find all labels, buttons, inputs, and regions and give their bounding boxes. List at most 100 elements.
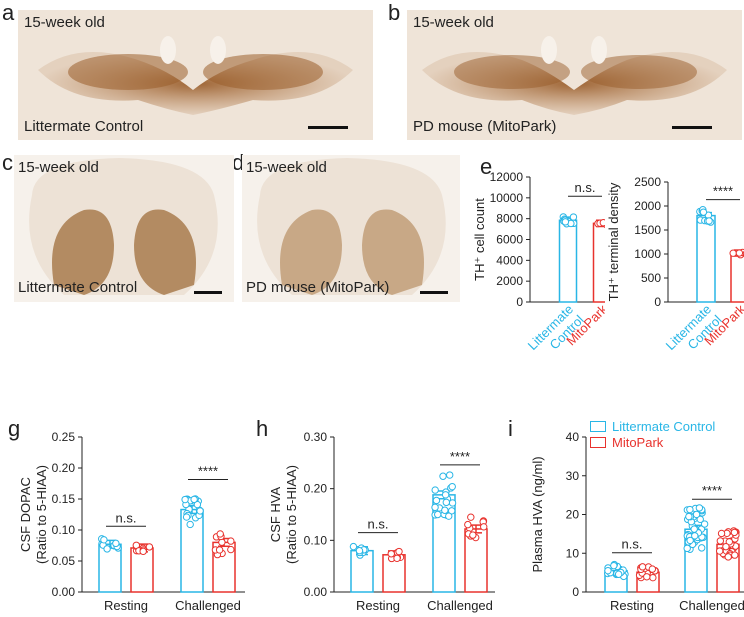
data-point bbox=[692, 510, 701, 519]
data-point bbox=[690, 525, 698, 533]
significance-label: n.s. bbox=[116, 510, 137, 525]
data-point bbox=[182, 513, 191, 521]
striatum-tissue-control bbox=[14, 155, 234, 302]
data-point bbox=[355, 547, 364, 555]
y-axis-label-2: (Ratio to 5-HIAA) bbox=[284, 465, 299, 564]
y-tick-label: 8000 bbox=[496, 212, 523, 226]
data-point bbox=[614, 570, 623, 578]
legend-swatch-control bbox=[590, 420, 606, 432]
y-tick-label: 0.10 bbox=[52, 523, 76, 537]
chart-plasma-hva: i 0 10 20 30 40 Plasma HVA (ng/ml) Resting Chall… bbox=[508, 416, 744, 613]
data-point bbox=[448, 482, 456, 491]
y-tick-label: 0.00 bbox=[52, 585, 76, 599]
data-point bbox=[604, 566, 612, 575]
y-tick-label: 0.20 bbox=[304, 482, 328, 496]
data-point bbox=[227, 545, 235, 554]
data-point bbox=[729, 249, 737, 257]
data-point bbox=[431, 503, 439, 512]
data-point bbox=[464, 520, 472, 529]
genotype-label: PD mouse (MitoPark) bbox=[413, 118, 557, 135]
legend-swatch-mitopark bbox=[590, 436, 606, 448]
genotype-label: PD mouse (MitoPark) bbox=[246, 279, 390, 296]
x-category-label: Challenged bbox=[427, 598, 493, 613]
data-point bbox=[186, 520, 194, 529]
data-point bbox=[696, 515, 704, 524]
age-label: 15-week old bbox=[246, 159, 327, 176]
y-tick-label: 0.10 bbox=[304, 533, 328, 547]
y-tick-label: 0 bbox=[516, 295, 523, 309]
micrograph-midbrain-mitopark: 15-week old PD mouse (MitoPark) bbox=[407, 10, 742, 140]
y-tick-label: 2000 bbox=[634, 199, 661, 213]
legend-item-control: Littermate Control bbox=[590, 418, 715, 434]
y-tick-label: 1500 bbox=[634, 223, 661, 237]
x-category-label: Challenged bbox=[679, 598, 744, 613]
legend-label-control: Littermate Control bbox=[612, 418, 716, 434]
scale-bar bbox=[308, 126, 348, 129]
data-point bbox=[216, 530, 224, 538]
data-point bbox=[699, 208, 708, 216]
genotype-label: Littermate Control bbox=[24, 118, 144, 135]
panel-letter-c: c bbox=[2, 150, 13, 175]
significance-label: **** bbox=[713, 184, 733, 199]
midbrain-tissue-mitopark bbox=[407, 10, 742, 140]
panel-letter-d: d bbox=[232, 150, 245, 175]
panel-letter-g: g bbox=[8, 416, 20, 441]
data-point bbox=[561, 218, 570, 226]
micrograph-striatum-mitopark: 15-week old PD mouse (MitoPark) bbox=[242, 155, 460, 302]
panel-letter-i: i bbox=[508, 416, 513, 441]
data-point bbox=[431, 486, 439, 494]
y-axis-label: Plasma HVA (ng/ml) bbox=[530, 456, 545, 572]
y-axis-label: TH⁺ terminal density bbox=[606, 182, 621, 301]
bar-mitopark bbox=[730, 252, 744, 303]
y-tick-label: 500 bbox=[641, 271, 661, 285]
y-tick-label: 0 bbox=[572, 585, 579, 599]
data-point bbox=[393, 554, 401, 562]
y-tick-label: 0.00 bbox=[304, 585, 328, 599]
legend-label-mitopark: MitoPark bbox=[612, 434, 664, 450]
data-point bbox=[349, 542, 358, 551]
data-point bbox=[731, 551, 739, 559]
y-tick-label: 2500 bbox=[634, 175, 661, 189]
data-point bbox=[599, 218, 605, 227]
data-point bbox=[686, 536, 694, 545]
y-tick-label: 0.25 bbox=[52, 430, 76, 444]
y-tick-label: 1000 bbox=[634, 247, 661, 261]
scale-bar bbox=[672, 126, 712, 129]
data-point bbox=[100, 536, 108, 544]
y-tick-label: 10000 bbox=[490, 191, 524, 205]
scale-bar bbox=[420, 291, 448, 294]
data-point bbox=[480, 523, 488, 531]
y-tick-label: 40 bbox=[566, 430, 580, 444]
y-tick-label: 0.20 bbox=[52, 461, 76, 475]
data-point bbox=[196, 507, 204, 515]
data-point bbox=[695, 504, 704, 512]
data-point bbox=[705, 217, 713, 225]
y-tick-label: 0 bbox=[654, 295, 661, 309]
bar-control bbox=[696, 214, 716, 303]
midbrain-tissue-control bbox=[18, 10, 373, 140]
micrograph-midbrain-control: 15-week old Littermate Control bbox=[18, 10, 373, 140]
significance-label: n.s. bbox=[622, 537, 643, 552]
scale-bar bbox=[194, 291, 222, 294]
age-label: 15-week old bbox=[18, 159, 99, 176]
data-point bbox=[469, 531, 477, 539]
y-tick-label: 10 bbox=[566, 546, 580, 560]
data-point bbox=[434, 510, 442, 519]
y-tick-label: 30 bbox=[566, 469, 580, 483]
data-point bbox=[103, 545, 111, 553]
genotype-label: Littermate Control bbox=[18, 279, 138, 296]
x-category-label: Resting bbox=[610, 598, 654, 613]
data-point bbox=[432, 496, 441, 505]
data-point bbox=[715, 547, 724, 555]
data-point bbox=[227, 537, 235, 545]
data-point bbox=[691, 532, 699, 540]
data-point bbox=[716, 537, 725, 545]
data-point bbox=[439, 472, 447, 480]
y-tick-label: 0.15 bbox=[52, 492, 76, 506]
legend-item-mitopark: MitoPark bbox=[590, 434, 715, 450]
data-point bbox=[700, 520, 709, 528]
data-point bbox=[697, 544, 706, 552]
chart-csf-dopac: g 0.00 0.05 0.10 0.15 0.20 0.25 CSF DOPAC (Ratio… bbox=[8, 416, 245, 613]
panel-letter-e: e bbox=[480, 154, 492, 179]
